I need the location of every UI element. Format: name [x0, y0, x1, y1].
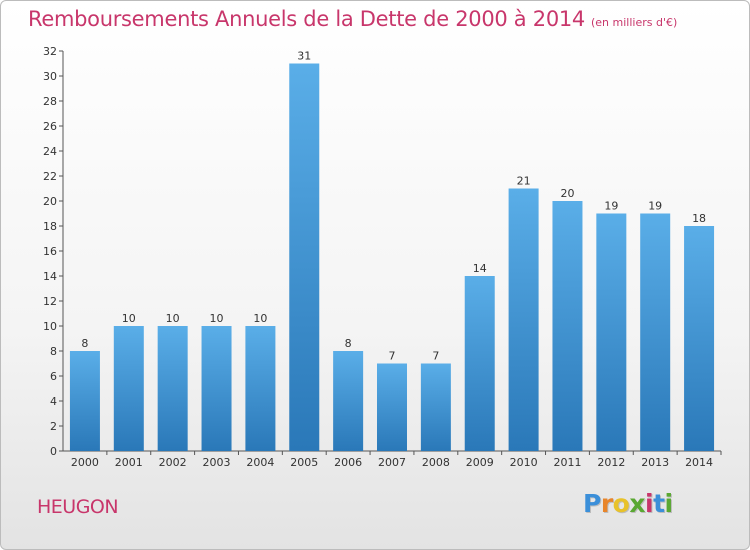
- x-tick-label: 2003: [203, 456, 231, 469]
- chart-title: Remboursements Annuels de la Dette de 20…: [28, 7, 677, 31]
- bar-value-label: 7: [389, 350, 396, 363]
- y-tick-label: 26: [43, 120, 57, 133]
- bar-value-label: 18: [692, 212, 706, 225]
- x-tick-label: 2001: [115, 456, 143, 469]
- y-tick-label: 22: [43, 170, 57, 183]
- bar: [201, 326, 232, 451]
- logo-letter: o: [612, 489, 630, 518]
- bar-value-label: 10: [166, 312, 180, 325]
- y-tick-label: 24: [43, 145, 57, 158]
- bar: [377, 363, 407, 451]
- bar-value-label: 7: [432, 350, 439, 363]
- y-tick-label: 12: [43, 295, 57, 308]
- y-tick-label: 6: [50, 370, 57, 383]
- y-tick-label: 28: [43, 95, 57, 108]
- y-tick-label: 30: [43, 70, 57, 83]
- bar: [640, 213, 671, 451]
- y-tick-label: 14: [43, 270, 57, 283]
- bar: [552, 201, 583, 451]
- x-tick-label: 2010: [510, 456, 538, 469]
- x-tick-label: 2002: [159, 456, 187, 469]
- logo-letter: i: [645, 489, 654, 518]
- y-tick-label: 16: [43, 245, 57, 258]
- x-tick-label: 2009: [466, 456, 494, 469]
- bar: [289, 63, 320, 451]
- bar: [508, 188, 539, 451]
- x-tick-label: 2005: [290, 456, 318, 469]
- x-tick-label: 2013: [641, 456, 669, 469]
- bar: [684, 226, 715, 451]
- x-tick-label: 2000: [71, 456, 99, 469]
- logo-letter: i: [664, 489, 674, 518]
- y-tick-label: 0: [50, 445, 57, 458]
- bar: [596, 213, 627, 451]
- bar-value-label: 31: [297, 50, 311, 63]
- logo-letter: r: [600, 489, 613, 518]
- bar: [333, 351, 364, 451]
- x-tick-label: 2011: [553, 456, 581, 469]
- bar-value-label: 20: [560, 187, 574, 200]
- bar-value-label: 19: [648, 200, 662, 213]
- bar-value-label: 10: [253, 312, 267, 325]
- bar: [69, 351, 100, 451]
- unit-note: (en milliers d'€): [591, 16, 678, 29]
- x-tick-label: 2012: [597, 456, 625, 469]
- y-tick-label: 32: [43, 45, 57, 58]
- y-tick-label: 8: [50, 345, 57, 358]
- bar-value-label: 19: [604, 200, 618, 213]
- x-tick-label: 2007: [378, 456, 406, 469]
- bar: [245, 326, 276, 451]
- x-tick-label: 2004: [246, 456, 274, 469]
- logo-letter: x: [629, 489, 645, 518]
- logo-letter: P: [583, 489, 601, 518]
- bar-value-label: 21: [517, 175, 531, 188]
- y-tick-label: 18: [43, 220, 57, 233]
- x-tick-label: 2008: [422, 456, 450, 469]
- bar-value-label: 8: [81, 337, 88, 350]
- x-tick-label: 2006: [334, 456, 362, 469]
- chart-title-text: Remboursements Annuels de la Dette de 20…: [28, 7, 585, 31]
- bar: [113, 326, 144, 451]
- logo-letter: t: [653, 489, 665, 518]
- bar: [464, 276, 495, 451]
- y-tick-label: 4: [50, 395, 57, 408]
- bar-value-label: 8: [345, 337, 352, 350]
- bar-value-label: 14: [473, 262, 487, 275]
- y-tick-label: 20: [43, 195, 57, 208]
- bar-value-label: 10: [210, 312, 224, 325]
- bar-value-label: 10: [122, 312, 136, 325]
- proxiti-logo: Proxiti: [583, 489, 673, 518]
- bar: [157, 326, 188, 451]
- x-tick-label: 2014: [685, 456, 713, 469]
- y-tick-label: 10: [43, 320, 57, 333]
- town-name: HEUGON: [37, 496, 119, 518]
- y-tick-label: 2: [50, 420, 57, 433]
- bar: [420, 363, 451, 451]
